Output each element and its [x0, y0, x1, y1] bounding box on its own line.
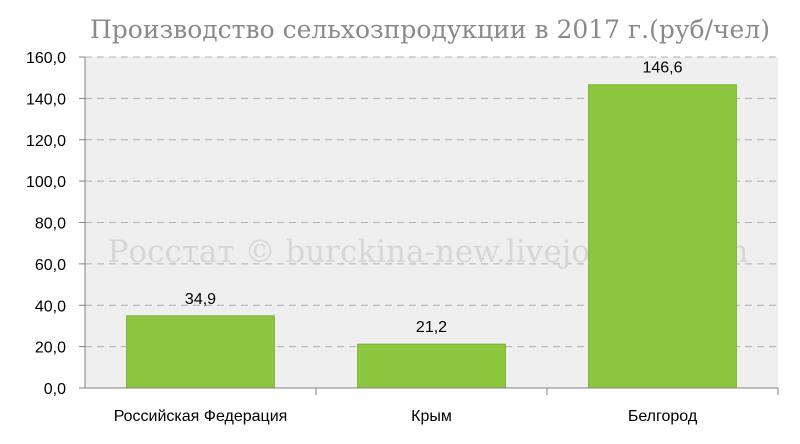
- category-label: Российская Федерация: [114, 408, 288, 425]
- y-tick-label: 160,0: [26, 50, 66, 67]
- y-tick-label: 60,0: [35, 257, 66, 274]
- y-tick-label: 140,0: [26, 91, 66, 108]
- category-label: Белгород: [628, 408, 698, 425]
- y-tick-label: 20,0: [35, 340, 66, 357]
- bar: [588, 84, 737, 389]
- y-tick-label: 0,0: [44, 381, 66, 398]
- bar: [357, 343, 506, 389]
- y-tick-label: 40,0: [35, 298, 66, 315]
- y-tick-label: 80,0: [35, 216, 66, 233]
- bar: [126, 315, 275, 389]
- y-tick-label: 120,0: [26, 133, 66, 150]
- bars: [126, 84, 737, 389]
- category-label: Крым: [411, 408, 452, 425]
- chart-title: Производство сельхозпродукции в 2017 г.(…: [90, 15, 770, 44]
- labels: 0,0 20,0 40,0 60,0 80,0 100,0 120,0 140,0 160,0 3…: [26, 50, 698, 425]
- axes: [79, 56, 779, 395]
- data-label: 21,2: [416, 319, 447, 336]
- data-label: 34,9: [185, 291, 216, 308]
- data-label: 146,6: [642, 60, 682, 77]
- y-tick-label: 100,0: [26, 174, 66, 191]
